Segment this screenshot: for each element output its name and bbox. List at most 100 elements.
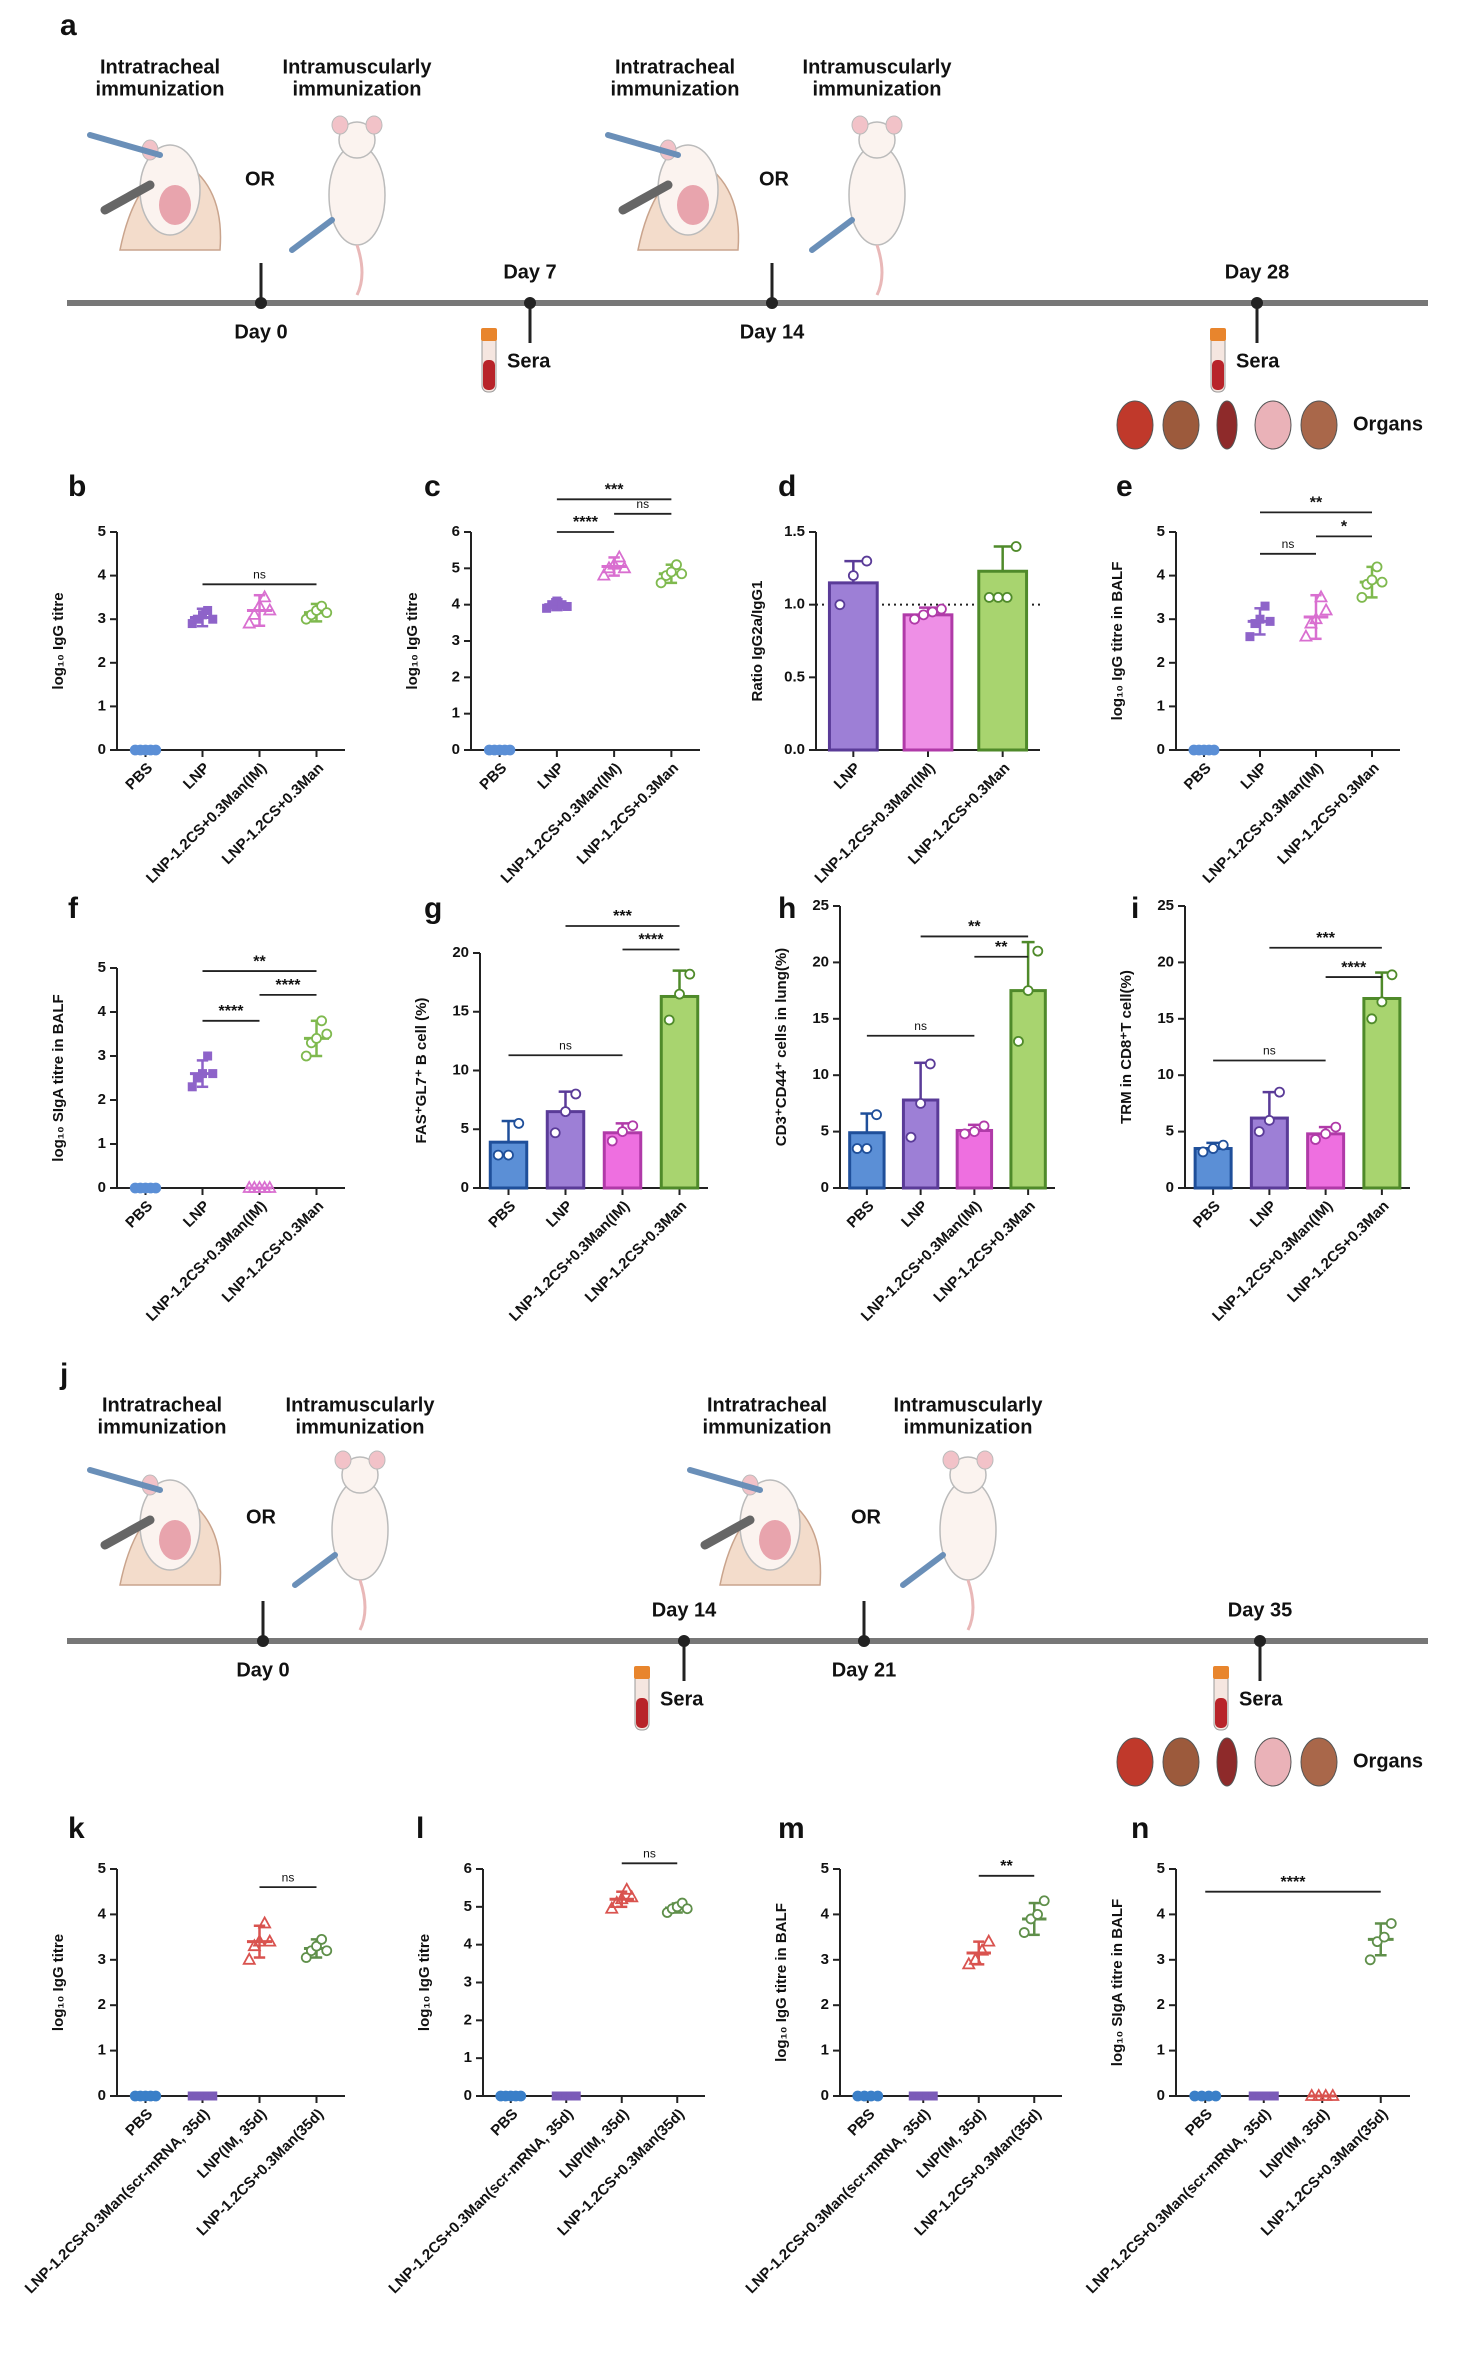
mouse-head [858,121,896,159]
data-point [1320,1128,1332,1140]
data-point [262,1933,277,1947]
data-point [198,610,207,620]
y-tick-label: 0 [1157,2087,1165,2104]
data-point [1330,1121,1342,1133]
data-point [1197,1146,1209,1158]
y-tick-label: 0 [1157,741,1165,758]
y-axis-label: log₁₀ SIgA titre in BALF [50,994,67,1161]
y-tick-label: 5 [464,1898,472,1915]
data-point [150,1182,162,1194]
data-point [915,1098,927,1109]
y-tick-label: 5 [1166,1123,1174,1140]
intramuscular-illustration [292,1450,389,1631]
y-tick-label: 5 [1157,1860,1165,1877]
data-point [609,1895,624,1908]
panel-letter: e [1116,470,1133,503]
mouse-tail [355,244,364,296]
y-tick-label: 6 [452,523,460,540]
syringe [289,217,335,253]
data-point [619,1881,634,1895]
panel-letter: c [424,470,441,503]
data-point [1210,2090,1222,2102]
mouse-ear [976,1450,994,1470]
data-point [1248,2091,1258,2101]
y-tick-label: 2 [98,654,106,671]
y-tick-label: 10 [452,1061,469,1078]
y-tick-label: 4 [98,1905,107,1922]
tube-cap [1210,328,1226,341]
bar [659,994,700,1190]
y-tick-label: 2 [1157,1996,1165,2013]
significance-label: ns [282,1870,295,1884]
organ-icon [1254,400,1292,450]
laryngoscope [618,180,673,215]
y-tick-label: 5 [461,1120,469,1137]
y-tick-label: 2 [821,1996,829,2013]
data-point [208,2091,218,2101]
bar [488,1140,529,1190]
lung [159,1520,191,1560]
or-label: OR [851,1506,882,1528]
data-point [922,2091,932,2101]
y-tick-label: 15 [812,1010,829,1027]
y-tick-label: 25 [1157,897,1174,914]
data-point [1378,1931,1390,1943]
data-point [607,556,622,570]
data-point [676,568,688,580]
data-point [562,601,572,611]
laryngoscope [100,1515,155,1550]
data-point [905,1131,917,1143]
data-point [187,1082,197,1092]
y-tick-label: 15 [452,1003,469,1020]
data-point [1022,985,1034,996]
data-point [1366,574,1378,586]
data-point [1253,1126,1265,1137]
y-tick-label: 2 [98,1996,106,2013]
y-tick-label: 0 [1166,1179,1174,1196]
data-point [1376,996,1388,1008]
organ-icon [1162,1737,1200,1787]
data-point [847,570,859,581]
y-tick-label: 5 [98,1860,106,1877]
data-point [203,605,213,615]
y-tick-label: 0.0 [784,741,805,758]
panel-letter: d [778,470,796,503]
y-tick-label: 20 [812,953,829,970]
data-point [1032,1909,1043,1920]
data-point [617,1126,628,1137]
day-label: Day 7 [503,261,556,283]
data-point [1311,2088,1326,2101]
y-tick-label: 4 [821,1905,830,1922]
lung [677,185,709,225]
data-point [1356,592,1368,603]
panel-letter: k [68,1812,85,1845]
data-point [851,1143,863,1154]
data-point [1255,614,1265,624]
significance-label: *** [613,908,632,925]
data-point [1250,619,1260,629]
data-point [1269,2091,1279,2101]
data-point [1217,1139,1229,1151]
y-axis-label: log₁₀ IgG titre [50,1934,67,2031]
route-label: immunization [296,1416,425,1438]
route-label: immunization [703,1416,832,1438]
data-point [968,1126,980,1137]
timeline-dot [255,297,267,309]
data-point [927,606,938,618]
route-label: Intramuscularly [894,1394,1044,1416]
significance-label: **** [639,932,665,949]
timeline-dot [1251,297,1263,309]
organ-icon [1162,400,1200,450]
mouse-body [328,144,386,246]
data-point [627,1120,639,1132]
mouse-tail [966,1579,975,1631]
day-label: Day 21 [832,1659,897,1681]
organ-icon [1116,1737,1154,1787]
bar [902,613,954,752]
data-point [561,2091,571,2101]
data-point [1308,611,1324,625]
organs-label: Organs [1353,413,1423,435]
y-tick-label: 1.5 [784,523,805,540]
mouse-ear [331,115,349,135]
